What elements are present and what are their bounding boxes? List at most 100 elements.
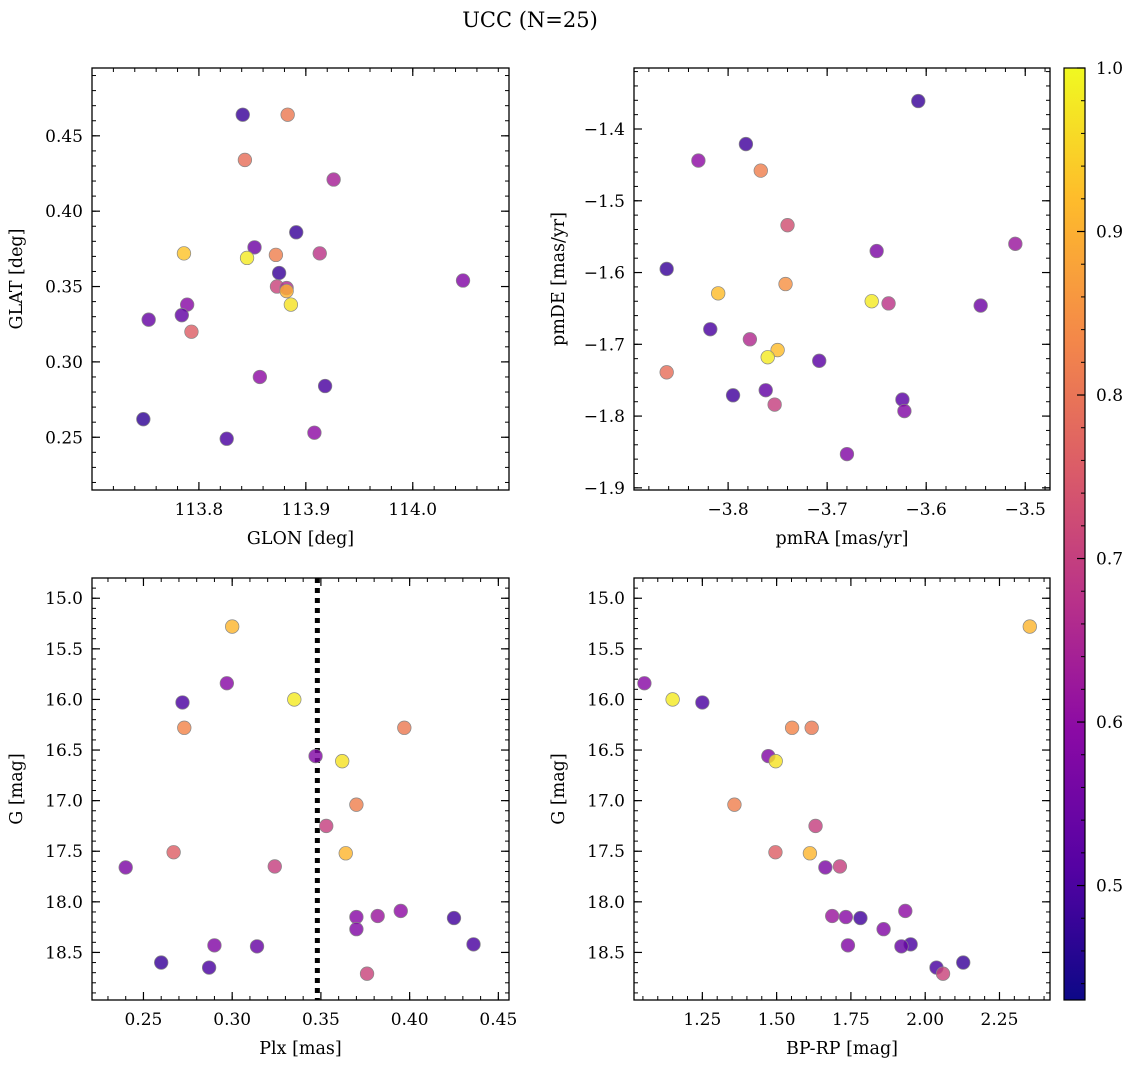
scatter-point <box>881 296 896 311</box>
x-tick-label: 2.25 <box>981 1010 1019 1030</box>
colorbar-tick-label: 0.6 <box>1096 713 1123 733</box>
scatter-point <box>767 397 782 412</box>
colorbar-tick-label: 0.7 <box>1096 550 1123 570</box>
scatter-point <box>894 939 909 954</box>
ticks <box>91 68 509 490</box>
suptitle: UCC (N=25) <box>462 8 598 32</box>
scatter-point <box>727 797 742 812</box>
scatter-points <box>136 107 471 446</box>
y-tick-label: 0.30 <box>45 353 83 373</box>
scatter-point <box>219 431 234 446</box>
scatter-point <box>818 860 833 875</box>
colorbar-tick-label: 0.9 <box>1096 223 1123 243</box>
scatter-point <box>973 298 988 313</box>
x-tick-label: 113.9 <box>282 500 331 520</box>
scatter-point <box>768 845 783 860</box>
scatter-point <box>753 163 768 178</box>
scatter-point <box>839 446 855 462</box>
scatter-point <box>289 225 304 240</box>
y-axis-label: pmDE [mas/yr] <box>549 212 569 346</box>
scatter-point <box>1022 619 1037 634</box>
scatter-point <box>780 218 795 233</box>
scatter-point <box>808 818 823 834</box>
x-tick-label: 1.25 <box>683 1010 721 1030</box>
scatter-point <box>184 324 199 339</box>
scatter-point <box>840 938 856 953</box>
scatter-point <box>166 845 181 860</box>
colorbar: 0.5 0.6 0.7 0.8 0.9 1.0 <box>1063 59 1123 1001</box>
axes-frame <box>633 577 1051 1001</box>
colorbar-tick-label: 1.0 <box>1096 59 1123 79</box>
scatter-point <box>307 425 322 440</box>
scatter-point <box>319 818 334 834</box>
scatter-point <box>760 350 775 365</box>
y-tick-label: 15.5 <box>45 640 83 660</box>
y-tick-label: 16.5 <box>587 741 625 761</box>
x-tick-label: 1.50 <box>758 1010 796 1030</box>
y-tick-label: −1.4 <box>584 120 625 140</box>
axes-frame <box>91 67 510 491</box>
ticks <box>634 68 1050 490</box>
y-axis-label: G [mag] <box>7 753 27 824</box>
y-tick-label: 0.40 <box>45 202 83 222</box>
scatter-point <box>695 695 710 710</box>
x-axis-label: Plx [mas] <box>259 1039 341 1059</box>
scatter-point <box>691 153 706 168</box>
scatter-point <box>267 859 282 874</box>
scatter-point <box>770 342 785 358</box>
scatter-point <box>455 273 471 288</box>
scatter-point <box>237 152 253 168</box>
scatter-point <box>349 797 364 812</box>
scatter-point <box>876 922 891 937</box>
scatter-point <box>349 909 364 925</box>
scatter-point <box>317 378 333 394</box>
scatter-point <box>312 246 327 261</box>
x-tick-label: 2.00 <box>906 1010 944 1030</box>
scatter-point <box>268 247 284 263</box>
scatter-point <box>252 369 268 385</box>
y-tick-label: 18.0 <box>587 893 625 913</box>
scatter-point <box>812 353 827 368</box>
scatter-point <box>446 910 462 926</box>
ticks <box>634 577 1050 1000</box>
scatter-point <box>249 939 265 954</box>
y-tick-label: −1.7 <box>584 335 625 355</box>
scatter-point <box>659 365 674 380</box>
scatter-point <box>665 692 680 707</box>
scatter-points <box>659 93 1023 462</box>
scatter-point <box>219 676 235 691</box>
y-tick-label: 16.0 <box>587 690 625 710</box>
scatter-point <box>802 846 818 861</box>
y-tick-label: 0.25 <box>45 428 83 448</box>
y-tick-label: −1.8 <box>584 407 625 427</box>
x-tick-label: 0.25 <box>125 1010 163 1030</box>
scatter-point <box>711 286 726 301</box>
y-tick-label: 17.0 <box>45 792 83 812</box>
scatter-point <box>174 308 189 323</box>
y-tick-label: 17.0 <box>587 792 625 812</box>
scatter-point <box>869 243 884 259</box>
scatter-point <box>804 720 819 735</box>
scatter-point <box>725 388 741 403</box>
scatter-point <box>742 332 758 347</box>
x-tick-label: −3.5 <box>1005 500 1046 520</box>
scatter-point <box>201 960 217 975</box>
panels: 113.8 113.9 114.0 0.25 0.30 0.35 0.40 0.45 GLON … <box>7 67 1051 1059</box>
scatter-point <box>838 909 854 925</box>
scatter-point <box>326 172 341 187</box>
y-tick-label: 16.0 <box>45 690 83 710</box>
scatter-point <box>271 265 287 281</box>
scatter-point <box>141 312 156 327</box>
ticks <box>92 577 509 1000</box>
scatter-point <box>898 903 913 919</box>
scatter-point <box>118 860 133 875</box>
scatter-point <box>225 619 240 634</box>
scatter-point <box>703 322 718 337</box>
y-axis-label: GLAT [deg] <box>7 229 27 330</box>
scatter-point <box>784 720 800 735</box>
x-tick-label: 0.35 <box>302 1010 340 1030</box>
scatter-point <box>280 107 295 122</box>
y-tick-label: 18.0 <box>45 893 83 913</box>
scatter-point <box>825 908 840 924</box>
y-tick-label: 18.5 <box>587 943 625 963</box>
